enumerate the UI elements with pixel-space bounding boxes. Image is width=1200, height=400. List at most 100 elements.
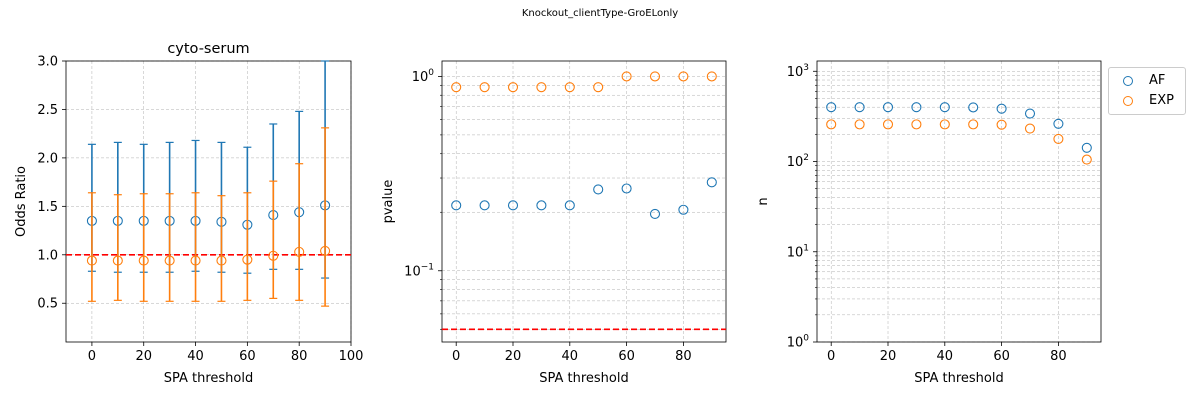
panel3-plot-area: 100 101 102 103 xyxy=(787,60,1102,351)
panel2-series-exp-point xyxy=(706,71,717,82)
panel2-series-af-point xyxy=(564,200,575,211)
panel3-series-af-point xyxy=(911,102,922,113)
panel2-series-exp-point xyxy=(451,82,462,93)
panel2-plot-area: 10−1 100 xyxy=(404,60,727,346)
panel1-series-af xyxy=(86,60,331,279)
panel2-series-af-point xyxy=(678,204,689,215)
panel3-xtick-label: 0 xyxy=(827,349,835,364)
panel2-series-af-point xyxy=(507,200,519,211)
panel1-ytick-label: 3.0 xyxy=(37,55,58,70)
panel2-series-exp-point xyxy=(593,82,604,93)
panel3-series-af-point xyxy=(939,102,950,113)
panel3-series-exp-point xyxy=(882,119,894,130)
panel3-xtick-label: 20 xyxy=(880,349,897,364)
panel1-ytick-label: 1.5 xyxy=(37,200,58,215)
panel3-series-af-point xyxy=(882,102,894,113)
panel2-series-exp-point xyxy=(649,71,661,82)
panel3-xlabel: SPA threshold xyxy=(914,371,1004,386)
panel2-series-af-point xyxy=(479,200,490,211)
panel1-series-exp-point xyxy=(112,255,123,266)
panel2-series-exp-point xyxy=(564,82,575,93)
legend-label-af: AF xyxy=(1149,73,1166,88)
panel2-series-exp-point xyxy=(507,82,519,93)
panel3-series-exp-point xyxy=(826,119,837,130)
panel1-series-exp-point xyxy=(164,255,175,266)
panel2-series-exp-point xyxy=(536,82,547,93)
panel2-xtick-label: 20 xyxy=(505,349,522,364)
panel2-ylabel: pvalue xyxy=(381,180,396,224)
panel2-ytick-label: 100 xyxy=(412,68,435,85)
panel2-series-af xyxy=(451,177,717,220)
legend: AF EXP xyxy=(1108,67,1186,115)
panel1-xtick-label: 80 xyxy=(291,349,308,364)
panel2-xtick-label: 40 xyxy=(562,349,579,364)
panel2-ytick-label: 10−1 xyxy=(404,262,434,279)
panel3-xtick-label: 60 xyxy=(993,349,1010,364)
panel3-series-af-point xyxy=(854,102,865,113)
panel3-ytick-label: 100 xyxy=(787,334,810,351)
panel2-series-af-point xyxy=(451,200,462,211)
panel1-plot-area xyxy=(62,60,352,346)
panel3-series-af-point xyxy=(826,102,837,113)
panel1-ytick-label: 2.5 xyxy=(37,103,58,118)
panel2-xlabel: SPA threshold xyxy=(539,371,629,386)
panel3-series-af-point xyxy=(1024,108,1036,119)
panel1-series-exp-point xyxy=(138,255,149,266)
legend-label-exp: EXP xyxy=(1149,93,1174,108)
panel3-series-af-point xyxy=(1053,118,1064,129)
panel1-xtick-label: 60 xyxy=(239,349,256,364)
panel1-ytick-label: 1.0 xyxy=(37,248,58,263)
panel3-series-exp-point xyxy=(939,119,950,130)
panel3-series-af-point xyxy=(968,102,979,113)
panel1-series-exp xyxy=(86,127,331,307)
panel3-series-af xyxy=(826,102,1092,153)
panel1-series-exp-point xyxy=(86,255,97,266)
panel2-series-af-point xyxy=(649,208,661,220)
panel3-series-af-point xyxy=(996,103,1007,114)
panel1-series-exp-point xyxy=(268,250,279,261)
panel2-xtick-label: 0 xyxy=(452,349,460,364)
panel3-series-af-point xyxy=(1081,142,1092,153)
panel2-series-af-point xyxy=(706,177,717,188)
panel1-series-exp-point xyxy=(216,255,227,266)
panel3-xtick-label: 40 xyxy=(937,349,954,364)
panel2-series-exp xyxy=(451,71,717,93)
panel1-ytick-label: 2.0 xyxy=(37,151,58,166)
panel3-ylabel: n xyxy=(756,197,771,205)
panel1-ylabel: Odds Ratio xyxy=(14,166,29,237)
panel3-series-exp-point xyxy=(1081,154,1092,165)
panel3-series-exp xyxy=(826,119,1092,165)
panel1-xlabel: SPA threshold xyxy=(164,371,254,386)
panel1-axes-frame xyxy=(65,60,352,343)
legend-marker-af-icon xyxy=(1123,76,1133,86)
panel3-series-exp-point xyxy=(968,119,979,130)
panel3-series-exp-point xyxy=(1053,133,1064,144)
panel3-series-exp-point xyxy=(854,119,865,130)
panel1-ytick-label: 0.5 xyxy=(37,297,58,312)
panel3-ytick-label: 101 xyxy=(787,243,809,260)
panel1-xtick-label: 100 xyxy=(339,349,364,364)
panel3-xtick-label: 80 xyxy=(1050,349,1067,364)
panel1-series-exp-point xyxy=(242,254,253,265)
panel2-series-af-point xyxy=(621,183,632,194)
panel1-series-exp-point xyxy=(190,255,201,266)
legend-marker-exp-icon xyxy=(1123,96,1133,106)
panel2-axes-frame xyxy=(441,60,727,343)
panel1-xtick-label: 0 xyxy=(88,349,96,364)
legend-item-exp: EXP xyxy=(1109,92,1185,112)
legend-item-af: AF xyxy=(1109,72,1185,92)
panel2-xtick-label: 80 xyxy=(675,349,692,364)
panel3-series-exp-point xyxy=(911,119,922,130)
panel3-ytick-label: 102 xyxy=(787,153,809,170)
panel3-ytick-label: 103 xyxy=(787,63,809,80)
panel2-series-af-point xyxy=(593,184,604,195)
panel2-series-exp-point xyxy=(621,71,632,82)
panel1-xtick-label: 20 xyxy=(135,349,152,364)
panel3-series-exp-point xyxy=(996,119,1007,130)
panel1-xtick-label: 40 xyxy=(187,349,204,364)
panel2-series-af-point xyxy=(536,200,547,211)
panel2-xtick-label: 60 xyxy=(618,349,635,364)
panel2-series-exp-point xyxy=(479,82,490,93)
panel1-series-exp-point xyxy=(320,245,331,256)
